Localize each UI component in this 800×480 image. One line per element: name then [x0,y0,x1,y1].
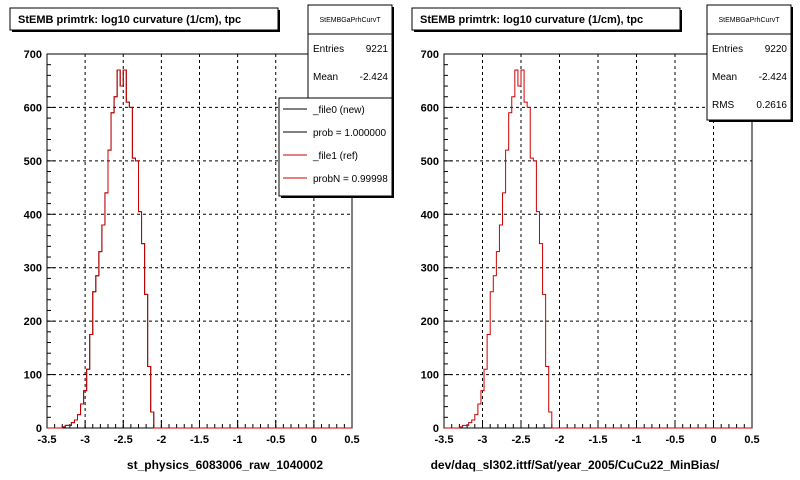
histogram-series-1 [444,69,752,429]
y-tick-label: 200 [24,316,42,328]
title-box [9,7,279,31]
y-tick-label: 600 [421,102,439,114]
stats-name: StEMBGaPrhCurvT [319,17,381,24]
y-tick-label: 400 [421,209,439,221]
x-tick-label: -2.5 [512,434,531,446]
stats-label: Mean [712,72,737,83]
x-tick-label: 0 [311,434,317,446]
x-tick-label: -1.5 [190,434,209,446]
x-tick-label: -3 [478,434,488,446]
y-tick-label: 300 [24,263,42,275]
stats-name: StEMBGaPrhCurvT [718,17,780,24]
y-tick-label: 700 [24,49,42,61]
x-axis-label: st_physics_6083006_raw_1040002 [127,458,323,472]
legend-label: prob = 1.000000 [313,128,387,139]
stats-value: 9220 [765,44,788,55]
x-tick-label: -2 [156,434,166,446]
x-tick-label: -0.5 [266,434,285,446]
x-tick-label: -1 [233,434,243,446]
y-tick-label: 500 [421,156,439,168]
histogram-series-2 [47,69,352,429]
y-tick-label: 100 [24,370,42,382]
stats-label: Mean [313,72,338,83]
x-tick-label: -2 [555,434,565,446]
stats-value: -2.424 [360,72,389,83]
y-tick-label: 100 [421,370,439,382]
y-tick-label: 700 [421,49,439,61]
y-tick-label: 500 [24,156,42,168]
x-tick-label: -3.5 [38,434,57,446]
legend-label: probN = 0.99998 [313,174,388,185]
y-tick-label: 0 [36,423,42,435]
stats-value: 9221 [366,44,389,55]
legend-box [278,97,393,197]
stats-label: RMS [712,100,735,111]
chart-title: StEMB primtrk: log10 curvature (1/cm), t… [420,14,643,26]
x-tick-label: -0.5 [666,434,685,446]
legend: _file0 (new) prob = 1.000000 _file1 (ref) p… [278,97,394,198]
x-tick-label: -3.5 [435,434,454,446]
title-box [411,7,681,31]
x-tick-label: 0 [710,434,716,446]
legend-label: _file0 (new) [312,105,365,116]
y-tick-label: 300 [421,263,439,275]
y-tick-label: 400 [24,209,42,221]
chart-panel-1: 0 100 200 300 400 500 600 700 -3.5 -3 -2.5 -2 -1.5 -1… [9,4,394,472]
x-tick-label: 0.5 [344,434,359,446]
legend-label: _file1 (ref) [312,151,358,162]
x-axis-label: dev/daq_sl302.ittf/Sat/year_2005/CuCu22_… [431,458,720,472]
chart-title: StEMB primtrk: log10 curvature (1/cm), t… [18,14,241,26]
chart-panel-2: 0 100 200 300 400 500 600 700 -3.5 -3 -2.5 -2 -1.5 -1… [411,4,793,472]
stats-value: 0.2616 [756,100,787,111]
x-tick-label: -1.5 [589,434,608,446]
x-tick-label: -2.5 [114,434,133,446]
x-tick-label: 0.5 [744,434,759,446]
x-tick-label: -1 [632,434,642,446]
stats-label: Entries [712,44,743,55]
stats-box [706,4,792,121]
y-tick-label: 0 [433,423,439,435]
y-tick-label: 200 [421,316,439,328]
x-tick-label: -3 [80,434,90,446]
stats-label: Entries [313,44,344,55]
y-tick-label: 600 [24,102,42,114]
stats-value: -2.424 [759,72,788,83]
